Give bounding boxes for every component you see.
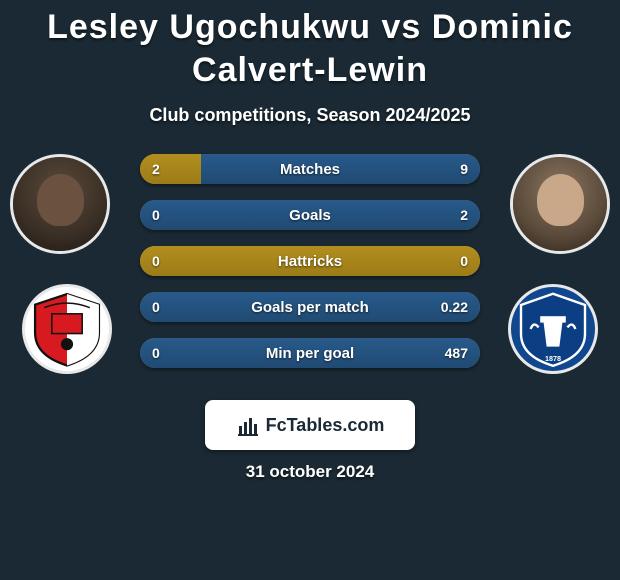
player-right-avatar (510, 154, 610, 254)
svg-text:1878: 1878 (545, 354, 561, 363)
player-left-avatar (10, 154, 110, 254)
brand-text: FcTables.com (266, 415, 385, 436)
stat-value-right: 487 (445, 338, 468, 368)
stat-value-left: 0 (152, 338, 160, 368)
stat-value-left: 0 (152, 246, 160, 276)
stat-row: 0 2 Goals (140, 200, 480, 230)
stat-label: Matches (280, 161, 340, 178)
stat-bars: 2 9 Matches 0 2 Goals 0 0 Hattricks 0 0.22 Goals pe… (140, 154, 480, 384)
stat-row: 0 0.22 Goals per match (140, 292, 480, 322)
stat-label: Goals (289, 207, 331, 224)
stat-row: 0 487 Min per goal (140, 338, 480, 368)
bar-fill-right (201, 154, 480, 184)
subtitle: Club competitions, Season 2024/2025 (0, 105, 620, 126)
avatar-silhouette-icon (13, 157, 107, 251)
club-left-badge (22, 284, 112, 374)
club-right-badge: 1878 (508, 284, 598, 374)
stat-label: Hattricks (278, 253, 342, 270)
stat-label: Min per goal (266, 345, 354, 362)
avatar-silhouette-icon (513, 157, 607, 251)
page-title: Lesley Ugochukwu vs Dominic Calvert-Lewi… (0, 0, 620, 91)
brand-badge: FcTables.com (205, 400, 415, 450)
stat-value-right: 0 (460, 246, 468, 276)
stat-label: Goals per match (251, 299, 369, 316)
stat-value-right: 2 (460, 200, 468, 230)
stat-row: 2 9 Matches (140, 154, 480, 184)
date-label: 31 october 2024 (0, 462, 620, 482)
everton-crest-icon: 1878 (513, 289, 593, 369)
bar-fill-left (140, 154, 201, 184)
southampton-crest-icon (29, 291, 105, 367)
stat-value-left: 0 (152, 200, 160, 230)
chart-icon (236, 413, 260, 437)
stat-value-left: 0 (152, 292, 160, 322)
stat-value-right: 9 (460, 154, 468, 184)
stat-row: 0 0 Hattricks (140, 246, 480, 276)
stat-value-left: 2 (152, 154, 160, 184)
stat-value-right: 0.22 (441, 292, 468, 322)
